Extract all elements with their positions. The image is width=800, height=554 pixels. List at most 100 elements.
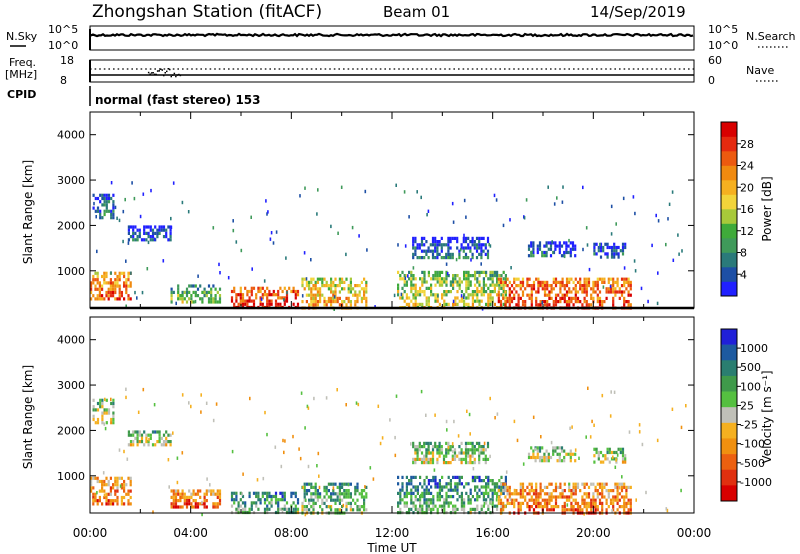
echo-cell — [230, 494, 234, 499]
echo-cell — [436, 451, 439, 455]
echo-cell — [502, 280, 505, 284]
echo-cell — [480, 504, 483, 508]
echo-cell — [462, 240, 465, 244]
echo-cell — [471, 296, 474, 300]
echo-cell — [457, 434, 460, 438]
echo-cell — [593, 460, 596, 464]
echo-cell — [438, 448, 441, 452]
echo-cell — [233, 501, 236, 505]
echo-cell — [473, 246, 476, 250]
echo-cell — [203, 290, 206, 294]
echo-cell — [338, 284, 341, 288]
echo-cell — [325, 498, 328, 502]
echo-cell — [205, 290, 208, 294]
echo-cell — [451, 454, 454, 458]
echo-cell — [345, 489, 348, 493]
echo-cell — [427, 507, 430, 511]
echo-cell — [427, 302, 430, 306]
echo-cell — [338, 485, 341, 489]
echo-cell — [196, 287, 200, 291]
echo-cell — [638, 423, 641, 427]
echo-cell — [462, 246, 465, 250]
echo-cell — [535, 296, 538, 300]
echo-cell — [354, 485, 357, 489]
echo-cell — [583, 492, 586, 496]
echo-cell — [336, 498, 339, 502]
echo-cell — [314, 300, 317, 304]
echo-cell — [266, 212, 268, 216]
echo-cell — [127, 294, 130, 298]
echo-cell — [201, 297, 204, 301]
echo-cell — [515, 492, 518, 496]
echo-cell — [290, 491, 293, 495]
echo-cell — [255, 293, 258, 297]
echo-cell — [592, 280, 595, 284]
echo-cell — [286, 290, 288, 295]
echo-cell — [558, 250, 561, 255]
echo-cell — [579, 300, 582, 304]
echo-cell — [401, 482, 404, 486]
echo-cell — [469, 283, 472, 287]
echo-cell — [410, 482, 413, 486]
echo-cell — [504, 303, 507, 307]
echo-cell — [414, 507, 417, 511]
echo-cell — [308, 280, 311, 284]
echo-cell — [620, 290, 624, 294]
echo-cell — [105, 196, 108, 201]
echo-cell — [438, 274, 441, 278]
colorbar-segment — [721, 267, 737, 282]
echo-cell — [438, 488, 441, 492]
echo-cell — [120, 502, 123, 506]
echo-cell — [502, 283, 505, 287]
echo-cell — [203, 495, 206, 499]
echo-cell — [418, 448, 421, 452]
echo-cell — [530, 485, 533, 489]
echo-cell — [550, 290, 553, 294]
echo-cell — [467, 454, 470, 458]
echo-cell — [572, 485, 575, 489]
echo-cell — [613, 249, 616, 253]
echo-cell — [218, 297, 222, 301]
echo-cell — [443, 290, 446, 294]
echo-cell — [445, 441, 448, 445]
echo-cell — [592, 290, 595, 294]
echo-cell — [430, 286, 433, 290]
echo-cell — [530, 495, 533, 499]
echo-cell — [565, 250, 568, 255]
echo-cell — [340, 185, 343, 189]
echo-cell — [290, 494, 293, 499]
echo-cell — [414, 461, 417, 465]
echo-cell — [275, 230, 278, 234]
echo-cell — [585, 505, 588, 509]
echo-cell — [96, 294, 99, 298]
echo-cell — [215, 402, 218, 406]
echo-cell — [499, 501, 503, 505]
echo-cell — [548, 495, 551, 499]
echo-cell — [414, 240, 417, 244]
echo-cell — [499, 277, 503, 281]
echo-cell — [414, 299, 417, 303]
echo-cell — [403, 283, 406, 287]
echo-cell — [354, 300, 357, 304]
echo-cell — [474, 270, 477, 274]
echo-cell — [259, 286, 262, 290]
echo-cell — [239, 299, 242, 303]
echo-cell — [270, 498, 273, 502]
echo-cell — [548, 498, 551, 502]
echo-cell — [352, 498, 355, 502]
echo-cell — [132, 440, 135, 444]
echo-cell — [365, 280, 368, 284]
echo-cell — [414, 302, 417, 306]
echo-cell — [233, 491, 236, 495]
echo-cell — [313, 396, 315, 401]
echo-cell — [467, 256, 470, 260]
echo-cell — [500, 283, 503, 287]
echo-cell — [612, 501, 615, 505]
echo-cell — [165, 430, 168, 434]
echo-cell — [456, 454, 459, 458]
echo-cell — [605, 482, 608, 486]
echo-cell — [558, 247, 561, 251]
echo-cell — [480, 299, 483, 303]
echo-cell — [484, 457, 487, 461]
echo-cell — [599, 460, 603, 464]
